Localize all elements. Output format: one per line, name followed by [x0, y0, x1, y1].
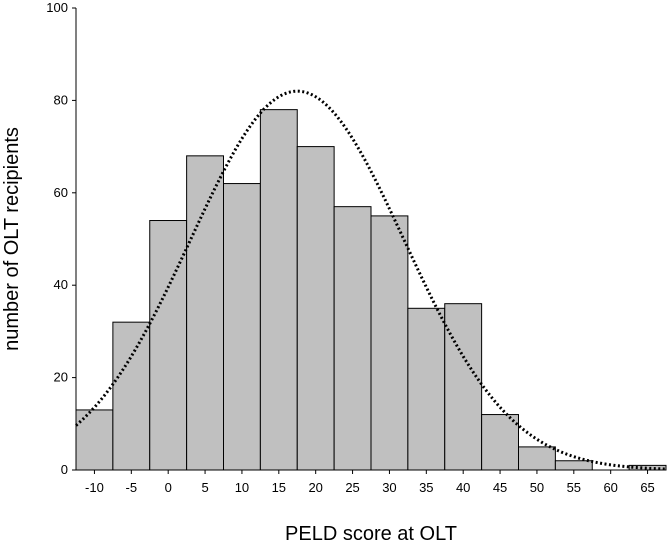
x-tick-label: 15 [272, 480, 286, 495]
y-tick-label: 40 [54, 277, 68, 292]
y-ticks-group: 0 20 40 60 80 100 [46, 0, 76, 477]
x-tick-label: 65 [640, 480, 654, 495]
histogram-bar [444, 303, 483, 471]
x-tick-label: 50 [530, 480, 544, 495]
x-tick-label: -5 [126, 480, 138, 495]
y-axis-title: number of OLT recipients [1, 127, 23, 351]
x-tick-label: 45 [493, 480, 507, 495]
histogram-bar [75, 409, 114, 471]
histogram-bar [296, 146, 335, 471]
histogram-bar [628, 464, 667, 471]
y-tick-label: 80 [54, 92, 68, 107]
x-tick-label: 0 [165, 480, 172, 495]
histogram-bar [112, 321, 151, 471]
histogram-bar [186, 155, 224, 471]
bars-group [75, 109, 667, 471]
x-tick-label: 10 [235, 480, 249, 495]
histogram-bar [554, 460, 593, 471]
x-ticks-group: -10 -5 0 5 10 15 20 25 30 35 40 45 50 55 60 65 [85, 470, 655, 495]
histogram-bar [370, 215, 409, 471]
histogram-bar [333, 206, 372, 471]
histogram-bar [481, 414, 519, 471]
y-tick-label: 60 [54, 185, 68, 200]
x-tick-label: -10 [85, 480, 104, 495]
x-tick-label: 30 [382, 480, 396, 495]
x-tick-label: 20 [308, 480, 322, 495]
x-tick-label: 5 [201, 480, 208, 495]
x-tick-label: 60 [603, 480, 617, 495]
x-tick-label: 35 [419, 480, 433, 495]
x-tick-label: 55 [567, 480, 581, 495]
y-tick-label: 20 [54, 370, 68, 385]
histogram-bar [518, 446, 556, 471]
y-tick-label: 0 [61, 462, 68, 477]
x-tick-label: 40 [456, 480, 470, 495]
histogram-bar [407, 307, 446, 471]
histogram-bar [259, 109, 298, 471]
x-tick-label: 25 [345, 480, 359, 495]
x-axis-title: PELD score at OLT [285, 523, 457, 545]
y-tick-label: 100 [46, 0, 68, 15]
histogram-bar [223, 183, 261, 471]
normal-fit-curve [75, 89, 667, 471]
